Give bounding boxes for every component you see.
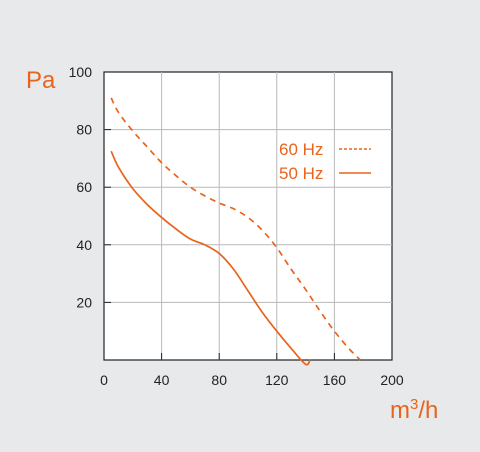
- x-tick-label: 0: [100, 372, 108, 388]
- y-tick-label: 40: [76, 237, 92, 253]
- series-line-50hz: [110, 150, 311, 366]
- plot-area: [103, 71, 393, 361]
- x-tick-label: 120: [265, 372, 289, 388]
- grid: [104, 72, 392, 360]
- legend-label-50hz: 50 Hz: [279, 164, 323, 183]
- series-line-60hz: [110, 97, 361, 361]
- y-tick-label: 20: [76, 294, 92, 310]
- y-tick-label: 60: [76, 179, 92, 195]
- x-tick-label: 200: [380, 372, 404, 388]
- x-axis-unit-label: m3/h: [390, 396, 438, 424]
- series-lines: [110, 97, 361, 366]
- y-tick-label: 80: [76, 122, 92, 138]
- x-tick-label: 160: [323, 372, 347, 388]
- tick-labels: 0 40 80 120 160 200 20 40 60 80 100: [69, 64, 404, 388]
- legend-label-60hz: 60 Hz: [279, 140, 323, 159]
- y-axis-unit-label: Pa: [26, 67, 56, 94]
- y-tick-label: 100: [69, 64, 93, 80]
- x-tick-label: 80: [211, 372, 227, 388]
- x-tick-label: 40: [154, 372, 170, 388]
- ticks: [104, 71, 393, 360]
